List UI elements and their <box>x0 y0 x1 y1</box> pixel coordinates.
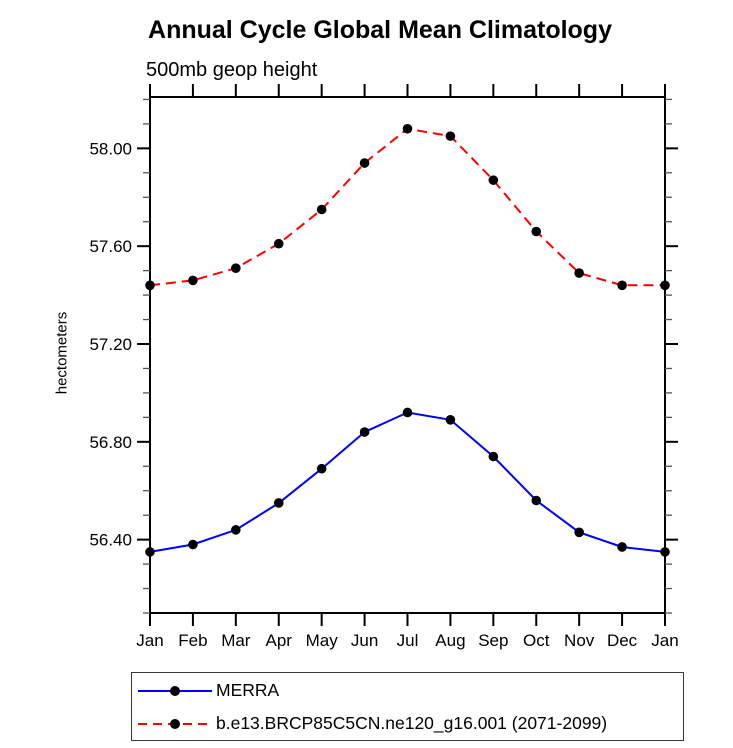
x-tick-label: Feb <box>178 631 207 650</box>
series-marker-1 <box>531 226 542 237</box>
legend-marker <box>170 685 180 696</box>
series-marker-1 <box>445 131 456 141</box>
series-marker-0 <box>273 498 284 508</box>
series-marker-1 <box>660 280 670 291</box>
series-marker-0 <box>145 547 155 557</box>
legend-marker <box>170 718 180 729</box>
series-marker-1 <box>359 158 370 168</box>
x-tick-label: Oct <box>523 631 550 650</box>
y-tick-label: 56.40 <box>89 531 132 550</box>
series-marker-0 <box>188 539 198 550</box>
chart-subtitle: 500mb geop height <box>146 59 318 81</box>
series-marker-1 <box>145 280 155 291</box>
dashed-line-sample-icon <box>138 718 212 729</box>
series-marker-1 <box>574 268 584 278</box>
x-tick-label: Jun <box>351 631 378 650</box>
x-tick-label: Jan <box>136 631 163 650</box>
legend-label-0: MERRA <box>216 680 280 700</box>
x-tick-label: Dec <box>607 631 638 650</box>
legend-row-1: b.e13.BRCP85C5CN.ne120_g16.001 (2071-209… <box>135 707 681 740</box>
series-marker-0 <box>316 463 327 474</box>
x-tick-label: Jul <box>397 631 419 650</box>
chart-title: Annual Cycle Global Mean Climatology <box>148 16 612 44</box>
series-marker-1 <box>188 275 198 286</box>
series-marker-0 <box>488 451 499 462</box>
x-tick-label: Sep <box>478 631 508 650</box>
series-marker-0 <box>660 547 670 557</box>
x-tick-label: Mar <box>221 631 251 650</box>
y-tick-label: 57.60 <box>89 237 132 256</box>
x-tick-label: Apr <box>266 631 293 650</box>
solid-line-sample-icon <box>138 685 212 696</box>
series-marker-0 <box>617 542 627 552</box>
series-marker-1 <box>617 280 627 291</box>
series-marker-1 <box>402 123 413 134</box>
legend-label-1: b.e13.BRCP85C5CN.ne120_g16.001 (2071-209… <box>216 713 608 733</box>
legend: MERRA b.e13.BRCP85C5CN.ne120_g16.001 (207… <box>131 672 684 741</box>
legend-row-0: MERRA <box>135 674 681 707</box>
series-marker-1 <box>273 238 284 249</box>
series-marker-0 <box>402 407 413 418</box>
series-marker-0 <box>231 525 241 535</box>
y-tick-label: 57.20 <box>89 335 132 354</box>
x-tick-label: Aug <box>435 631 465 650</box>
series-line-0 <box>149 411 666 553</box>
series-line-1 <box>149 127 665 287</box>
series-marker-0 <box>445 415 456 425</box>
x-tick-label: Jan <box>651 631 678 650</box>
series-marker-1 <box>231 263 241 273</box>
y-tick-label: 56.80 <box>89 433 132 452</box>
y-tick-label: 58.00 <box>89 139 132 158</box>
x-tick-label: May <box>306 631 339 650</box>
series-marker-0 <box>531 495 542 506</box>
series-marker-0 <box>359 427 370 437</box>
series-marker-1 <box>488 175 499 185</box>
series-marker-1 <box>316 204 327 215</box>
series-marker-0 <box>574 527 584 538</box>
x-tick-label: Nov <box>564 631 595 650</box>
